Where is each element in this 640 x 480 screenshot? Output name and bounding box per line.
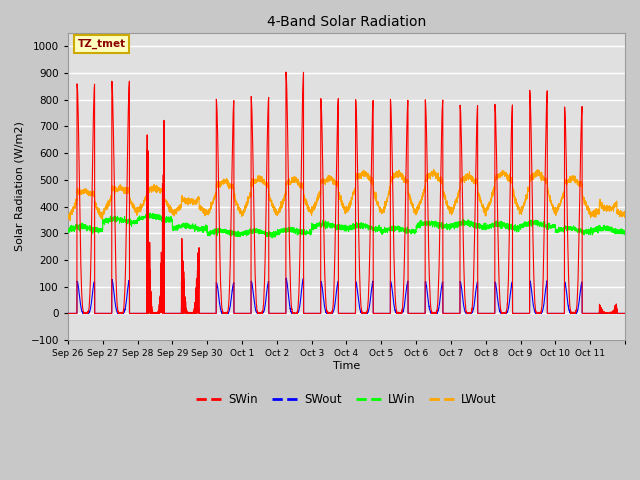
Y-axis label: Solar Radiation (W/m2): Solar Radiation (W/m2) <box>15 121 25 252</box>
Title: 4-Band Solar Radiation: 4-Band Solar Radiation <box>267 15 426 29</box>
X-axis label: Time: Time <box>333 361 360 371</box>
Legend: SWin, SWout, LWin, LWout: SWin, SWout, LWin, LWout <box>191 388 502 411</box>
Text: TZ_tmet: TZ_tmet <box>77 39 125 49</box>
